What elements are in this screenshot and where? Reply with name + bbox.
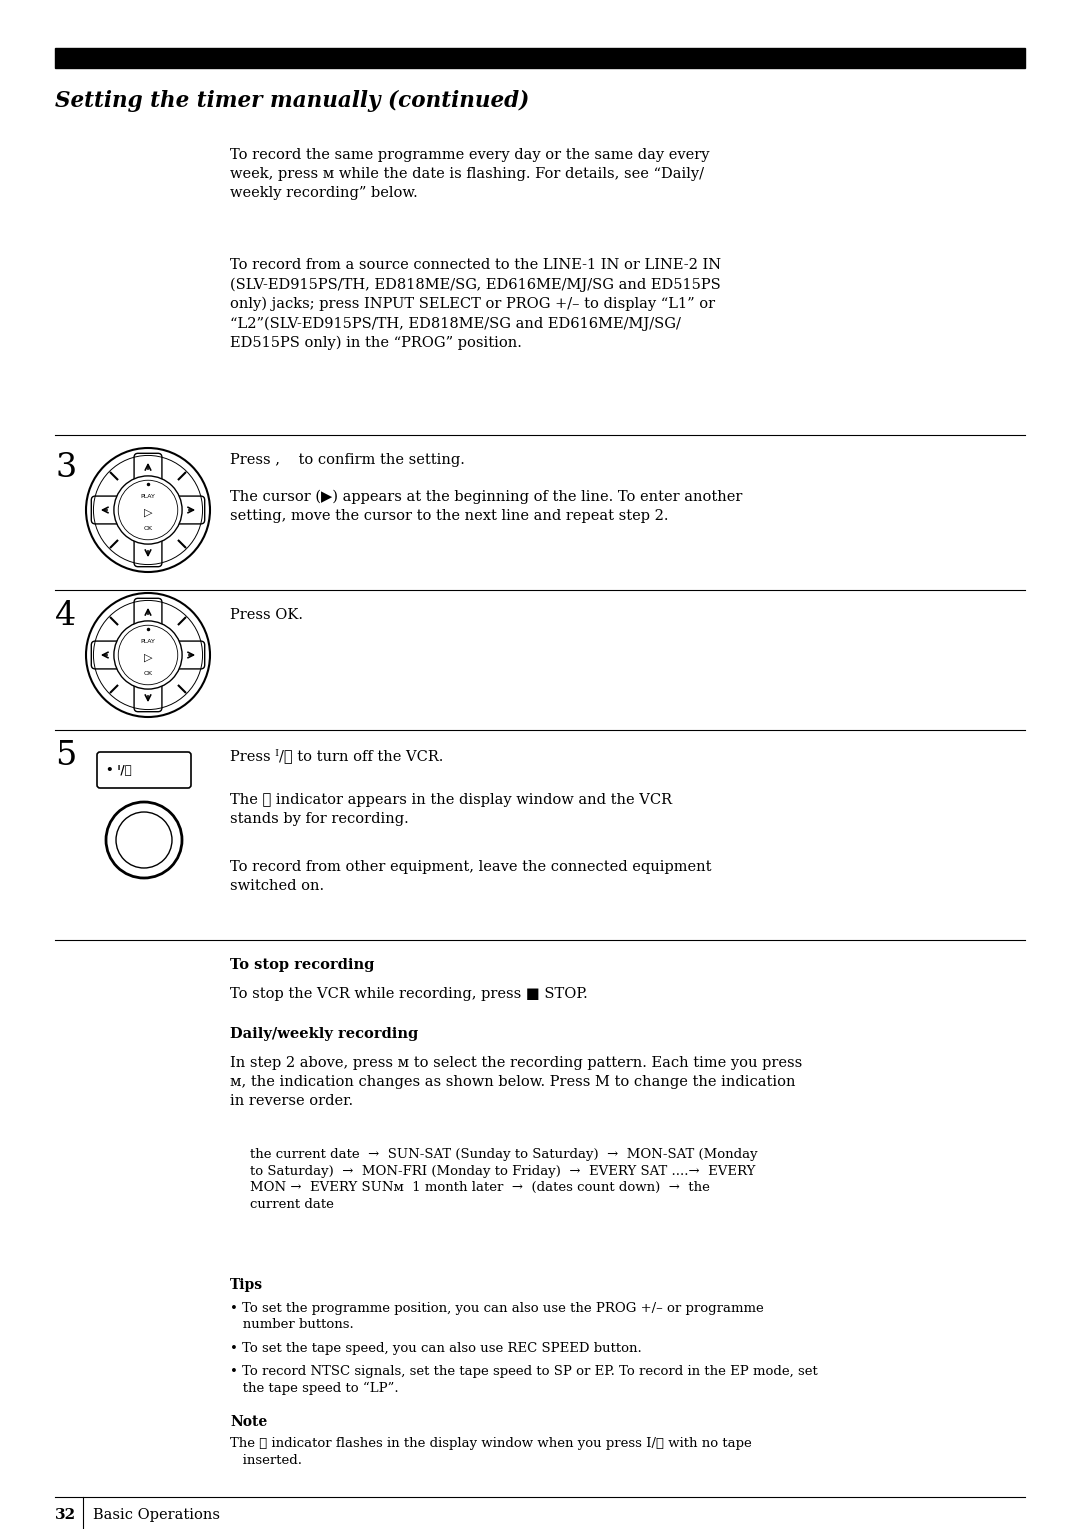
FancyBboxPatch shape bbox=[134, 453, 162, 485]
Text: • ᴵ/⏻: • ᴵ/⏻ bbox=[106, 763, 132, 777]
Text: To stop the VCR while recording, press ■ STOP.: To stop the VCR while recording, press ■… bbox=[230, 988, 588, 1001]
Text: To record from a source connected to the LINE-1 IN or LINE-2 IN
(SLV-ED915PS/TH,: To record from a source connected to the… bbox=[230, 258, 721, 350]
Text: • To record NTSC signals, set the tape speed to SP or EP. To record in the EP mo: • To record NTSC signals, set the tape s… bbox=[230, 1365, 818, 1394]
Text: Tips: Tips bbox=[230, 1278, 264, 1292]
Circle shape bbox=[113, 476, 183, 544]
Text: 32: 32 bbox=[55, 1508, 76, 1521]
Text: To record the same programme every day or the same day every
week, press ᴍ while: To record the same programme every day o… bbox=[230, 148, 710, 200]
Text: Setting the timer manually (continued): Setting the timer manually (continued) bbox=[55, 90, 529, 112]
Circle shape bbox=[113, 621, 183, 690]
Text: Press OK.: Press OK. bbox=[230, 609, 303, 622]
Text: Press ,    to confirm the setting.: Press , to confirm the setting. bbox=[230, 453, 464, 466]
Text: To stop recording: To stop recording bbox=[230, 959, 375, 972]
FancyBboxPatch shape bbox=[134, 680, 162, 711]
Text: Press ᴵ/⏻ to turn off the VCR.: Press ᴵ/⏻ to turn off the VCR. bbox=[230, 748, 444, 763]
Text: • To set the programme position, you can also use the PROG +/– or programme
   n: • To set the programme position, you can… bbox=[230, 1303, 764, 1332]
Text: The cursor (▶) appears at the beginning of the line. To enter another
setting, m: The cursor (▶) appears at the beginning … bbox=[230, 489, 742, 523]
Text: PLAY: PLAY bbox=[140, 639, 156, 644]
FancyBboxPatch shape bbox=[174, 641, 205, 668]
Text: Note: Note bbox=[230, 1414, 267, 1430]
FancyBboxPatch shape bbox=[92, 495, 122, 524]
Text: • To set the tape speed, you can also use REC SPEED button.: • To set the tape speed, you can also us… bbox=[230, 1342, 642, 1355]
Text: PLAY: PLAY bbox=[140, 494, 156, 498]
Text: ▷: ▷ bbox=[144, 508, 152, 518]
FancyBboxPatch shape bbox=[174, 495, 205, 524]
Text: Basic Operations: Basic Operations bbox=[93, 1508, 220, 1521]
Text: the current date  →  SUN-SAT (Sunday to Saturday)  →  MON-SAT (Monday
to Saturda: the current date → SUN-SAT (Sunday to Sa… bbox=[249, 1148, 758, 1211]
FancyBboxPatch shape bbox=[134, 598, 162, 630]
Text: 4: 4 bbox=[55, 599, 76, 631]
Text: ▷: ▷ bbox=[144, 653, 152, 664]
FancyBboxPatch shape bbox=[134, 535, 162, 567]
Text: To record from other equipment, leave the connected equipment
switched on.: To record from other equipment, leave th… bbox=[230, 859, 712, 893]
FancyBboxPatch shape bbox=[97, 752, 191, 787]
FancyBboxPatch shape bbox=[92, 641, 122, 668]
Text: 3: 3 bbox=[55, 453, 77, 485]
Text: The ⏻ indicator appears in the display window and the VCR
stands by for recordin: The ⏻ indicator appears in the display w… bbox=[230, 794, 672, 826]
Text: 5: 5 bbox=[55, 740, 77, 772]
Text: In step 2 above, press ᴍ to select the recording pattern. Each time you press
ᴍ,: In step 2 above, press ᴍ to select the r… bbox=[230, 1057, 802, 1109]
Text: OK: OK bbox=[144, 671, 152, 676]
Text: Daily/weekly recording: Daily/weekly recording bbox=[230, 1027, 418, 1041]
Bar bbox=[55, 47, 1025, 67]
Text: The ⏻ indicator flashes in the display window when you press I/⏻ with no tape
  : The ⏻ indicator flashes in the display w… bbox=[230, 1437, 752, 1466]
Text: OK: OK bbox=[144, 526, 152, 531]
